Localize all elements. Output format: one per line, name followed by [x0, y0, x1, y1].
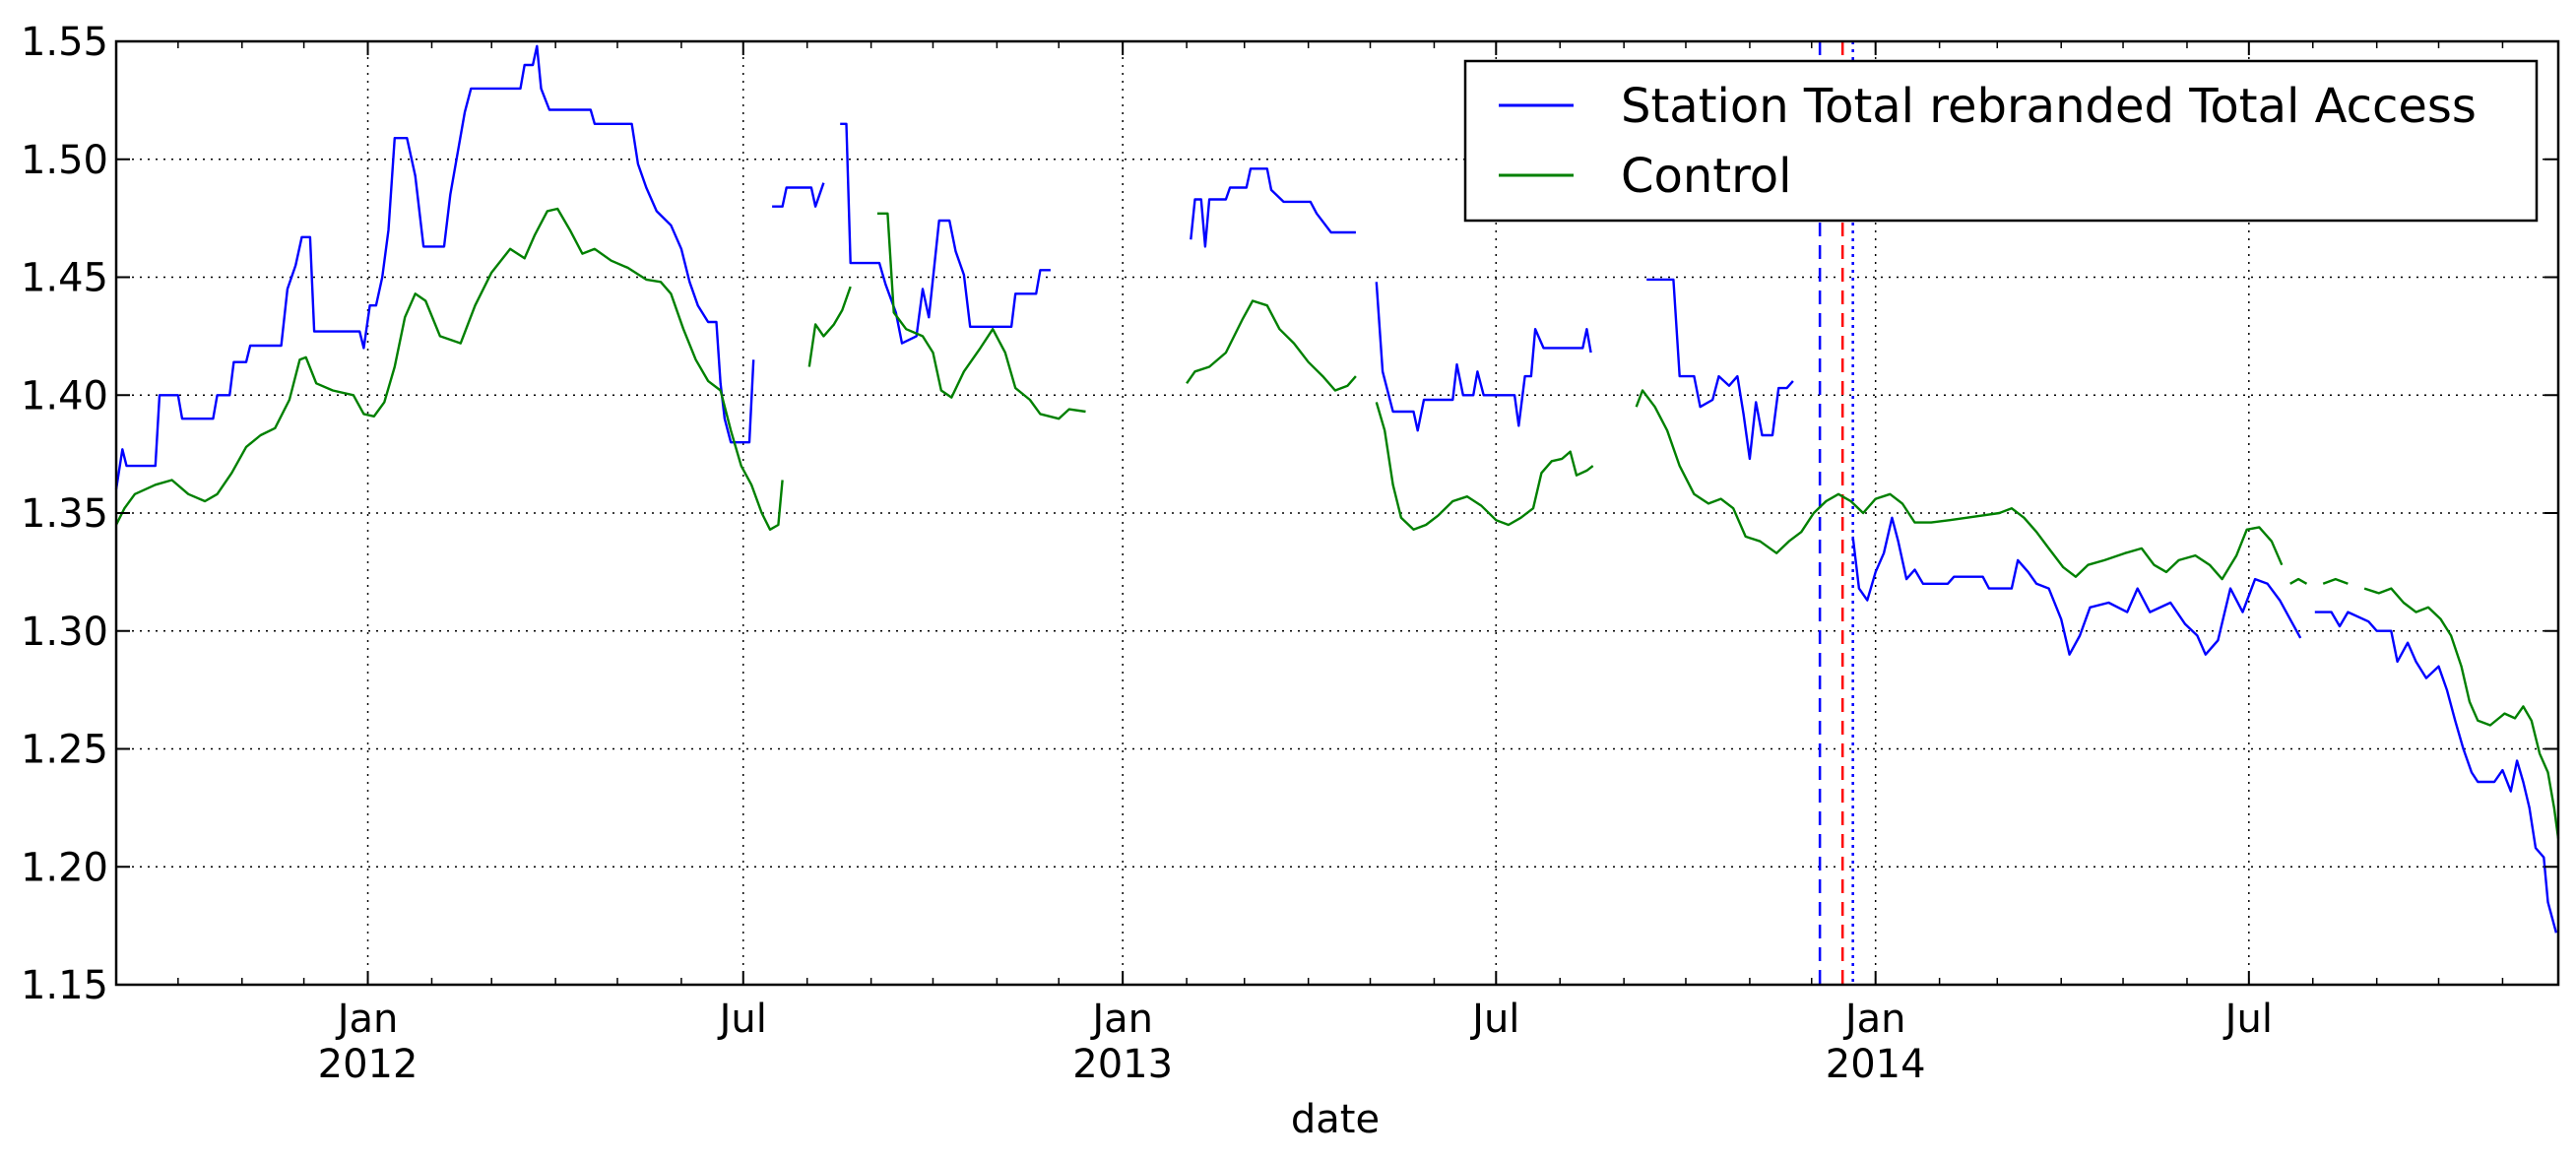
y-tick-label: 1.20	[21, 845, 108, 890]
series-line-segment	[807, 286, 852, 367]
y-tick-label: 1.50	[21, 138, 108, 183]
series-line-segment	[1375, 402, 1594, 531]
series-station-total	[114, 44, 2558, 934]
axis-ticks: 1.151.201.251.301.351.401.451.501.55Jan2…	[21, 20, 2558, 1087]
legend-label-station-total: Station Total rebranded Total Access	[1621, 79, 2477, 134]
legend-box	[1463, 59, 2539, 223]
legend-label-control: Control	[1621, 149, 1792, 204]
series-line-segment	[2363, 587, 2560, 839]
series-line-segment	[2314, 611, 2558, 934]
series-line-segment	[114, 44, 755, 490]
series-lines	[114, 44, 2560, 934]
series-line-segment	[1190, 167, 1356, 248]
x-tick-label: Jul	[717, 997, 767, 1042]
y-tick-label: 1.55	[21, 20, 108, 65]
legend: Station Total rebranded Total Access Con…	[1463, 59, 2539, 223]
x-tick-label: Jan	[335, 997, 399, 1042]
series-line-segment	[876, 212, 1086, 420]
y-tick-label: 1.25	[21, 728, 108, 773]
x-tick-year-label: 2013	[1072, 1042, 1173, 1087]
series-line-segment	[114, 207, 784, 531]
series-line-segment	[1646, 278, 1794, 461]
y-tick-label: 1.40	[21, 373, 108, 419]
series-line-segment	[1375, 282, 1592, 432]
x-axis-label: date	[1291, 1097, 1380, 1142]
x-tick-label: Jul	[1469, 997, 1519, 1042]
y-tick-label: 1.45	[21, 256, 108, 301]
x-tick-year-label: 2014	[1826, 1042, 1926, 1087]
y-tick-label: 1.35	[21, 491, 108, 537]
series-line-segment	[1635, 389, 2284, 581]
x-tick-label: Jan	[1842, 997, 1906, 1042]
grid-lines	[116, 41, 2558, 985]
series-line-segment	[772, 182, 825, 208]
series-line-segment	[1186, 299, 1357, 392]
y-tick-label: 1.15	[21, 963, 108, 1008]
x-tick-year-label: 2012	[318, 1042, 419, 1087]
x-tick-label: Jan	[1089, 997, 1153, 1042]
y-tick-label: 1.30	[21, 610, 108, 655]
series-line-segment	[2289, 577, 2308, 585]
series-line-segment	[2322, 577, 2349, 585]
x-tick-label: Jul	[2222, 997, 2273, 1042]
series-line-segment	[1851, 516, 2302, 656]
series-control	[114, 207, 2560, 839]
series-line-segment	[840, 122, 1051, 345]
